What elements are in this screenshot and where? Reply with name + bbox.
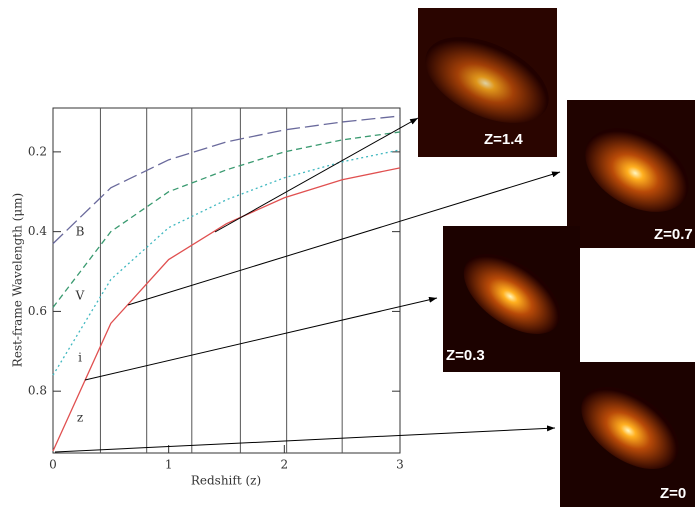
x-tick-label: 0 <box>49 458 57 472</box>
inset-label: Z=0 <box>660 485 686 502</box>
x-tick-label: 3 <box>396 458 404 472</box>
arrow <box>54 425 556 453</box>
series-label: i <box>78 351 82 365</box>
series-label: z <box>77 411 83 425</box>
x-tick-label: 1 <box>165 458 173 472</box>
inset-label: Z=0.3 <box>446 347 485 364</box>
x-tick-label: 2 <box>281 458 289 472</box>
arrow <box>214 117 419 233</box>
galaxy <box>425 37 549 123</box>
arrow <box>84 296 438 381</box>
arrow <box>127 171 561 306</box>
series-label: V <box>75 289 85 303</box>
series-line <box>52 115 401 245</box>
x-axis-label: Redshift (z) <box>191 474 261 488</box>
y-axis-label: Rest-frame Wavelength (μm) <box>11 193 25 367</box>
y-tick-label: 0.8 <box>28 384 47 398</box>
series-line <box>52 167 401 452</box>
inset-label: Z=1.4 <box>484 131 523 148</box>
galaxy <box>463 254 561 334</box>
galaxy <box>585 128 689 212</box>
galaxy <box>581 386 679 470</box>
y-tick-label: 0.2 <box>28 144 47 158</box>
series-label: B <box>76 225 85 239</box>
plot-frame <box>52 107 401 454</box>
series-line <box>52 131 401 308</box>
y-tick-label: 0.6 <box>28 304 47 318</box>
series-line <box>52 149 401 376</box>
y-tick-label: 0.4 <box>28 224 47 238</box>
inset-label: Z=0.7 <box>654 226 693 243</box>
